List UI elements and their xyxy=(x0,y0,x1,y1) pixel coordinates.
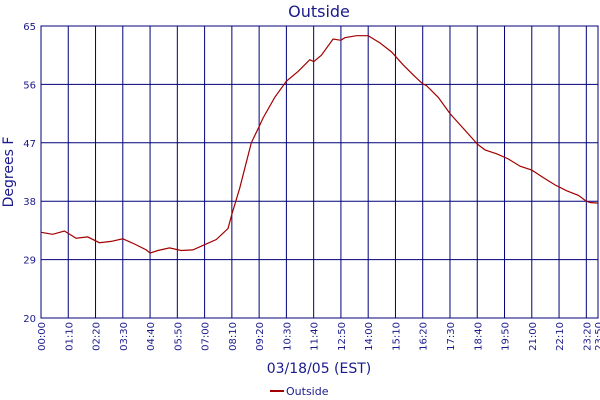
y-tick-label: 29 xyxy=(23,256,36,267)
x-tick-label: 10:30 xyxy=(282,322,293,351)
x-tick-label: 11:40 xyxy=(310,322,321,351)
plot-border xyxy=(40,25,599,319)
x-tick-label: 19:50 xyxy=(501,322,512,351)
x-axis-label: 03/18/05 (EST) xyxy=(267,361,372,377)
x-tick-label: 04:40 xyxy=(146,322,157,351)
y-tick-label: 20 xyxy=(23,314,36,325)
x-tick-label: 14:00 xyxy=(364,322,375,351)
legend-label: Outside xyxy=(286,385,329,398)
y-tick-label: 65 xyxy=(23,22,36,33)
x-tick-label: 00:00 xyxy=(37,322,48,351)
y-axis-label: Degrees F xyxy=(1,137,17,208)
x-tick-label: 17:30 xyxy=(446,322,457,351)
x-tick-label: 12:50 xyxy=(337,322,348,351)
x-tick-label: 22:10 xyxy=(555,322,566,351)
y-tick-label: 56 xyxy=(23,80,36,91)
y-tick-label: 47 xyxy=(23,139,36,150)
legend: Outside xyxy=(270,385,329,398)
x-tick-label: 15:10 xyxy=(391,322,402,351)
x-tick-label: 03:30 xyxy=(119,322,130,351)
x-tick-label: 16:20 xyxy=(419,322,430,351)
x-tick-label: 09:20 xyxy=(255,322,266,351)
x-tick-label: 18:40 xyxy=(473,322,484,351)
x-tick-label: 23:50 xyxy=(594,322,600,351)
x-tick-label: 05:50 xyxy=(173,322,184,351)
grid xyxy=(40,25,599,319)
y-axis-ticks: 20 29 38 47 56 65 xyxy=(23,22,36,325)
x-tick-label: 21:00 xyxy=(528,322,539,351)
x-tick-label: 08:10 xyxy=(228,322,239,351)
x-axis-ticks: 00:00 01:10 02:20 03:30 04:40 05:50 07:00 08:10… xyxy=(37,322,600,351)
x-tick-label: 02:20 xyxy=(92,322,103,351)
x-tick-label: 07:00 xyxy=(201,322,212,351)
y-tick-label: 38 xyxy=(23,197,36,208)
series-line-outside xyxy=(40,35,599,254)
x-tick-label: 01:10 xyxy=(64,322,75,351)
chart-title: Outside xyxy=(288,2,350,21)
x-tick-label: 23:20 xyxy=(582,322,593,351)
